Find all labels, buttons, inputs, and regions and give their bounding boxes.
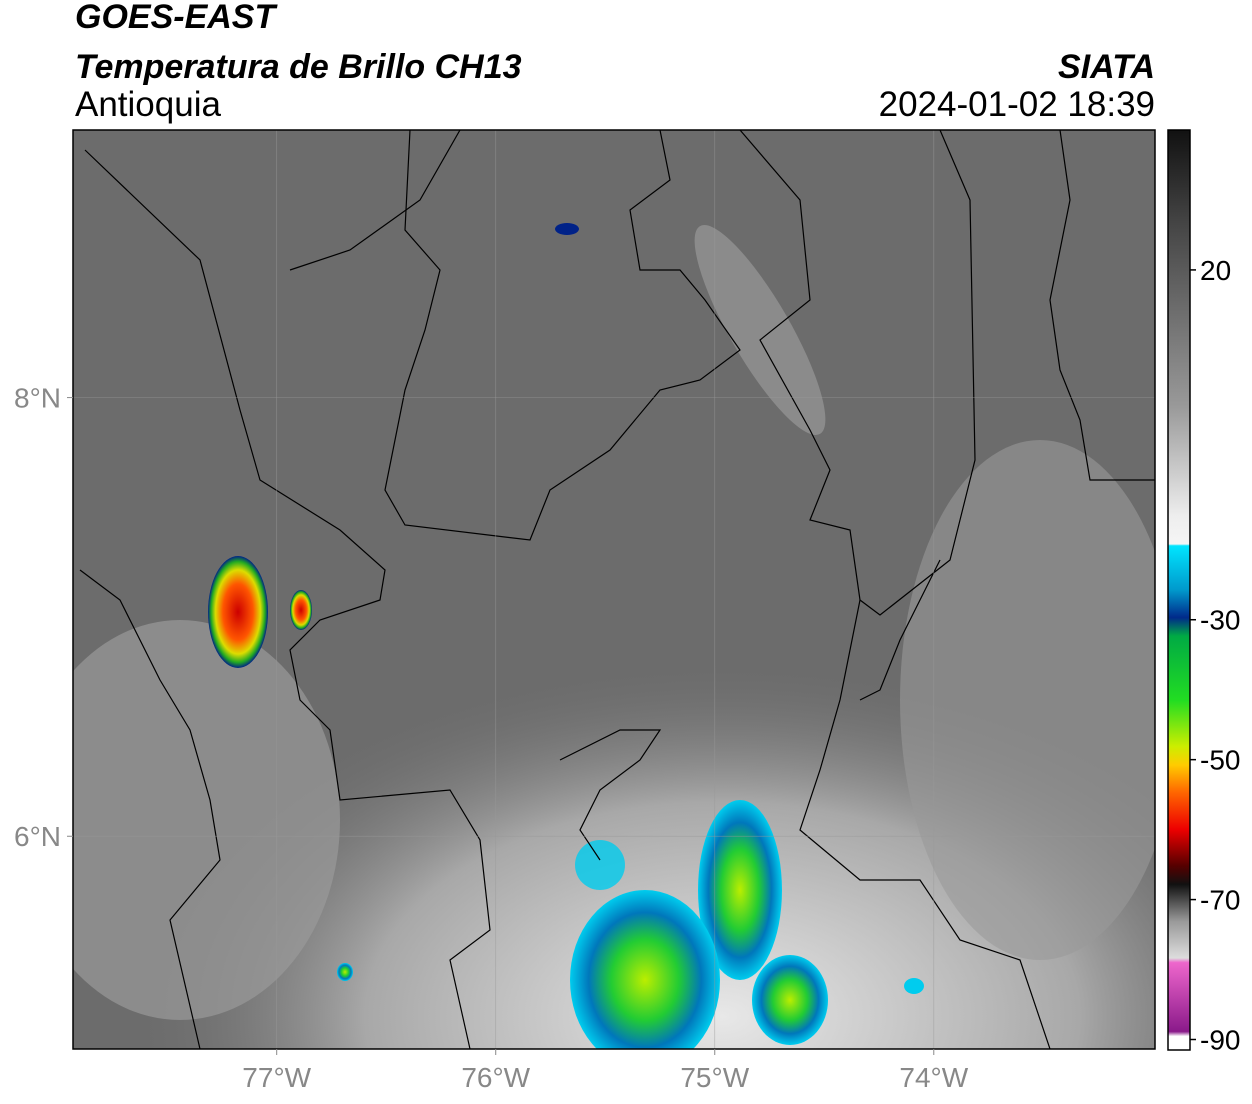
y-tick-label: 6°N xyxy=(14,821,61,852)
colorbar-tick-label: 20 xyxy=(1200,255,1231,286)
title: GOES-EAST xyxy=(75,0,278,36)
colorbar xyxy=(1167,129,1191,1051)
grid xyxy=(73,130,1155,1049)
x-tick-label: 77°W xyxy=(242,1062,311,1093)
source: SIATA xyxy=(1058,48,1155,86)
x-tick-label: 76°W xyxy=(461,1062,530,1093)
y-tick-label: 8°N xyxy=(14,383,61,414)
x-tick-label: 74°W xyxy=(899,1062,968,1093)
colorbar-tick-label: -70 xyxy=(1200,885,1240,916)
colorbar-tick-label: -30 xyxy=(1200,605,1240,636)
subtitle: Temperatura de Brillo CH13 xyxy=(75,48,522,86)
colorbar-tick-label: -50 xyxy=(1200,745,1240,776)
colorbar-tick-label: -90 xyxy=(1200,1025,1240,1056)
region: Antioquia xyxy=(75,85,221,124)
datetime: 2024-01-02 18:39 xyxy=(879,85,1155,124)
map-frame xyxy=(72,129,1156,1050)
x-tick-label: 75°W xyxy=(680,1062,749,1093)
imagery xyxy=(73,130,1155,1049)
